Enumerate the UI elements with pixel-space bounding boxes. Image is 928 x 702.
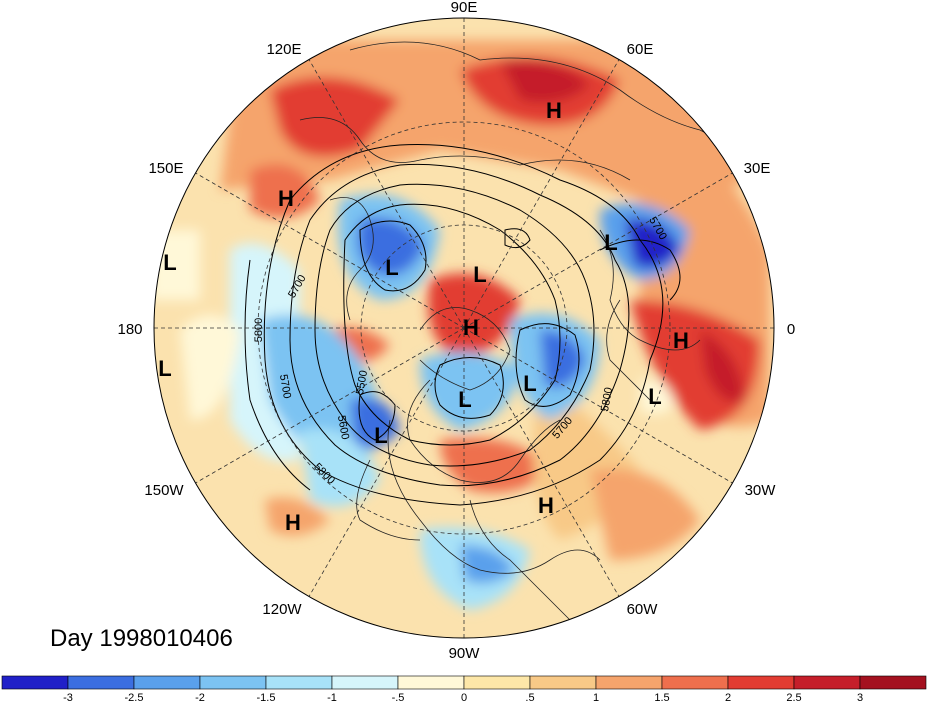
lon-label-150e: 150E	[148, 160, 183, 177]
high-center-midatlantic: H	[538, 493, 554, 518]
lon-label-150w: 150W	[144, 482, 184, 499]
colorbar-tick-label: .5	[525, 692, 534, 702]
graticule	[154, 18, 774, 638]
high-center-africa: H	[673, 328, 689, 353]
colorbar-swatch	[133, 675, 201, 690]
lon-label-30w: 30W	[745, 482, 777, 499]
high-center-siberia: H	[546, 98, 562, 123]
colorbar-tick-label: -1	[327, 692, 337, 702]
low-center-canada: L	[523, 371, 536, 396]
lon-label-30e: 30E	[744, 160, 771, 177]
longitude-labels: 90E 60E 30E 0 30W 60W 90W 120W 150W 180 …	[117, 0, 795, 662]
low-center-europe: L	[604, 230, 617, 255]
colorbar-swatch	[199, 675, 267, 690]
low-center-greenland: L	[458, 387, 471, 412]
low-center-180b: L	[158, 356, 171, 381]
map-boundary	[153, 17, 775, 639]
low-center-arctic: L	[473, 262, 486, 287]
high-center-pole: H	[463, 315, 479, 340]
colorbar-swatch	[529, 675, 597, 690]
lon-label-120e: 120E	[266, 41, 301, 58]
colorbar-swatch	[1, 675, 69, 690]
low-center-alaska: L	[374, 423, 387, 448]
colorbar-tick-label: -2.5	[125, 692, 144, 702]
colorbar-tick-label: 2.5	[786, 692, 801, 702]
colorbar-tick-label: -2	[195, 692, 205, 702]
colorbar-tick-label: 2	[725, 692, 731, 702]
colorbar-swatch	[397, 675, 465, 690]
colorbar-tick-label: -3	[63, 692, 73, 702]
contour-label: 5700	[277, 373, 293, 399]
colorbar-tick-label: 0	[461, 692, 467, 702]
colorbar-swatch	[661, 675, 729, 690]
contour-label: 5800	[253, 318, 265, 342]
lon-label-90e: 90E	[451, 0, 478, 16]
map-title: Day 1998010406	[50, 625, 233, 652]
lon-label-120w: 120W	[262, 601, 302, 618]
pressure-centers: H H L L L L H L H L L L L H H	[158, 98, 689, 535]
contour-label: 5600	[335, 414, 351, 440]
colorbar-tick-label: 1	[593, 692, 599, 702]
colorbar-swatch	[463, 675, 531, 690]
lon-label-180: 180	[117, 321, 142, 338]
lon-label-90w: 90W	[449, 645, 481, 662]
low-center-180a: L	[163, 250, 176, 275]
high-center-150e: H	[278, 186, 294, 211]
colorbar-swatch	[859, 675, 927, 690]
colorbar-tick-label: -1.5	[257, 692, 276, 702]
contour-label: 5800	[599, 386, 615, 412]
colorbar-swatch	[67, 675, 135, 690]
contour-label: 5500	[354, 369, 370, 395]
lon-label-0: 0	[787, 321, 795, 338]
coastlines	[299, 41, 761, 621]
low-center-atlantic: L	[648, 384, 661, 409]
lon-label-60w: 60W	[627, 601, 659, 618]
colorbar-tick-label: 1.5	[654, 692, 669, 702]
colorbar-swatch	[727, 675, 795, 690]
colorbar-swatch	[595, 675, 663, 690]
colorbar-swatch	[265, 675, 333, 690]
colorbar: -3 -2.5 -2 -1.5 -1 -.5 0 .5 1 1.5 2 2.5 3	[1, 675, 927, 702]
colorbar-swatch	[793, 675, 861, 690]
high-center-pacific: H	[285, 510, 301, 535]
colorbar-swatch	[331, 675, 399, 690]
colorbar-tick-label: -.5	[392, 692, 405, 702]
low-center-asia: L	[385, 255, 398, 280]
lon-label-60e: 60E	[627, 41, 654, 58]
anomaly-field	[154, 18, 774, 638]
colorbar-tick-label: 3	[857, 692, 863, 702]
